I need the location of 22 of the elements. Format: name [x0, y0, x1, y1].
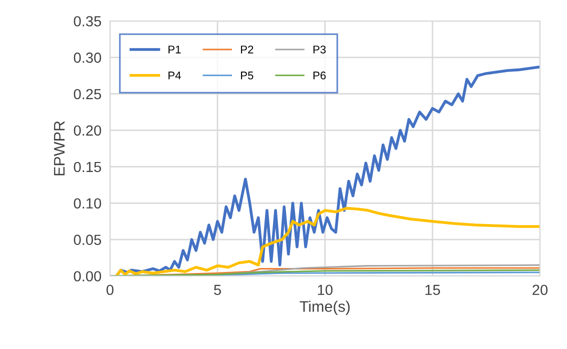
y-tick-label: 0.10 — [74, 198, 102, 209]
x-tick-label: 0 — [106, 284, 114, 296]
y-tick-label: 0.05 — [74, 234, 102, 245]
legend-label: P5 — [241, 72, 254, 80]
y-tick-label: 0.00 — [74, 271, 102, 282]
legend-label: P4 — [168, 72, 181, 80]
y-tick-label: 0.15 — [74, 162, 102, 172]
legend-label: P2 — [241, 46, 254, 54]
y-tick-label: 0.20 — [74, 125, 102, 136]
y-axis-title: EPWPR — [54, 121, 65, 176]
x-tick-label: 15 — [426, 284, 440, 296]
legend-label: P1 — [168, 46, 181, 54]
y-tick-label: 0.30 — [74, 52, 102, 63]
y-tick-label: 0.35 — [74, 16, 102, 26]
line-series — [115, 206, 540, 276]
y-tick-label: 0.25 — [74, 88, 102, 100]
legend-label: P6 — [314, 72, 326, 80]
legend-label: P3 — [314, 46, 326, 54]
x-tick-label: 5 — [214, 284, 221, 296]
x-tick-label: 10 — [318, 284, 333, 296]
x-axis-title: Time(s) — [300, 300, 350, 315]
x-tick-label: 20 — [532, 284, 548, 296]
